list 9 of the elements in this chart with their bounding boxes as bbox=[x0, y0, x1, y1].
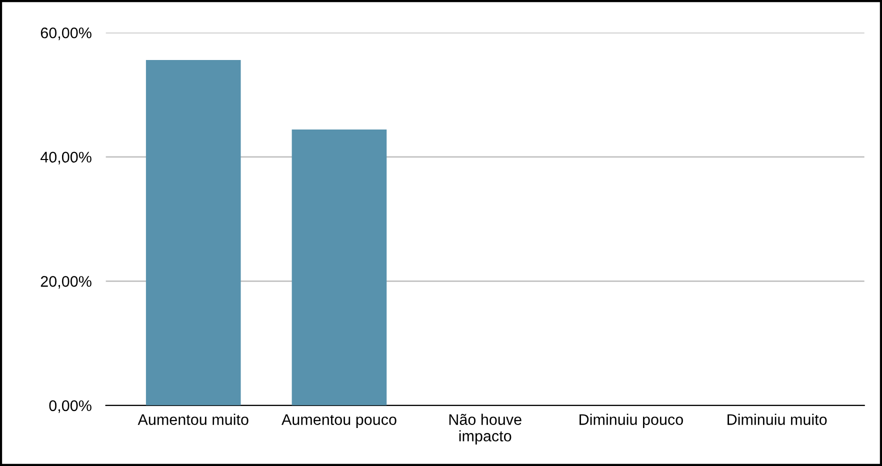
x-tick-label: Não houve impacto bbox=[449, 414, 522, 444]
y-tick-label: 20,00% bbox=[40, 276, 92, 289]
x-tick-label: Diminuiu pouco bbox=[580, 414, 683, 428]
y-tick-label: 40,00% bbox=[40, 152, 92, 164]
y-tick-label: 0,00% bbox=[49, 400, 92, 413]
x-tick-label: Diminuiu muito bbox=[728, 414, 827, 425]
y-tick-label: 60,00% bbox=[40, 27, 92, 40]
x-tick-label: Aumentou pouco bbox=[282, 414, 396, 428]
x-tick-label: Aumentou muito bbox=[138, 414, 248, 425]
